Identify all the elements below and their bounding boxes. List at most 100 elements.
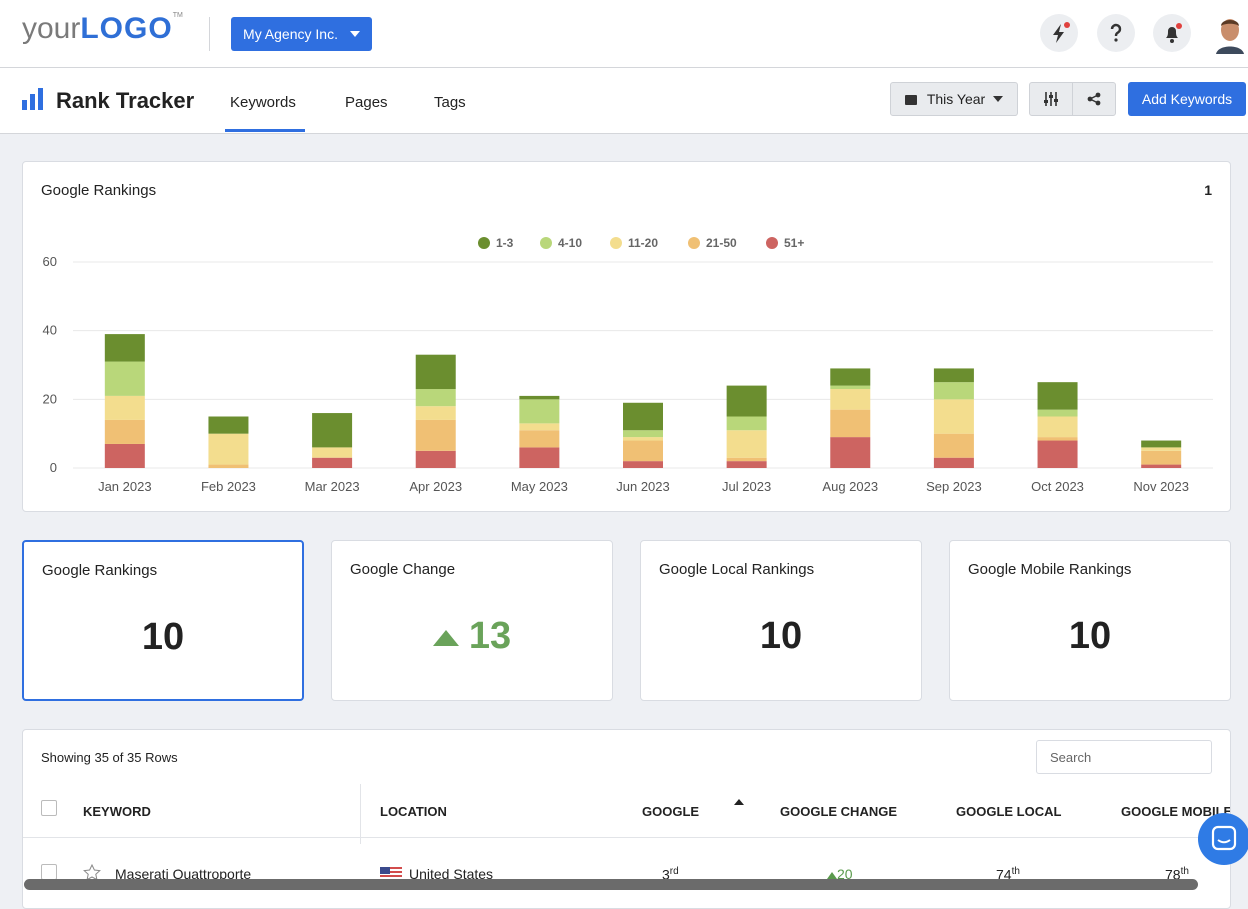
chart-counter: 1 [1204, 182, 1212, 198]
legend-swatch [766, 237, 778, 249]
chart-card: Google Rankings 1 0 20 40 60 1-3 4-10 11-20 21-… [22, 161, 1231, 512]
x-tick-label: Nov 2023 [1133, 479, 1189, 494]
chart-title: Google Rankings [41, 182, 157, 199]
sort-indicator [734, 799, 744, 805]
active-tab-indicator [225, 129, 305, 132]
y-tick-label: 40 [43, 323, 57, 338]
share-button[interactable] [1072, 82, 1116, 116]
up-arrow [432, 629, 459, 646]
divider [209, 17, 210, 51]
bar-segment [312, 457, 353, 468]
bar-segment [208, 416, 249, 434]
column-header[interactable]: GOOGLE MOBILE [1121, 804, 1230, 819]
keyword[interactable]: Maserati Quattroporte [115, 866, 252, 882]
bar-segment [623, 437, 663, 441]
up-arrow [827, 872, 837, 879]
x-tick-label: Apr 2023 [409, 479, 462, 494]
bar-segment [933, 368, 974, 383]
bar-segment [104, 419, 145, 444]
star-button[interactable] [83, 864, 101, 882]
x-tick-label: Oct 2023 [1031, 479, 1084, 494]
icon [1053, 22, 1070, 43]
legend-label: 4-10 [558, 236, 582, 250]
bar-segment [623, 402, 663, 431]
help-button[interactable] [1097, 14, 1135, 52]
tab[interactable]: Pages [345, 94, 388, 111]
legend-swatch [688, 237, 700, 249]
x-tick-label: Sep 2023 [926, 479, 982, 494]
legend-swatch [610, 237, 622, 249]
icon [1044, 92, 1058, 106]
bar-segment [623, 461, 663, 468]
select-all-checkbox[interactable] [41, 800, 57, 816]
notifications-button[interactable] [1153, 14, 1191, 52]
google-change: 20 [827, 866, 853, 882]
sub-nav: Rank Tracker Keywords Pages Tags This Ye… [0, 68, 1248, 134]
column-header[interactable]: KEYWORD [83, 804, 151, 819]
kpi-card[interactable]: Google Change 13 [331, 540, 613, 701]
column-header[interactable]: GOOGLE LOCAL [956, 804, 1062, 819]
filter-button[interactable] [1029, 82, 1073, 116]
row-checkbox[interactable] [41, 864, 57, 880]
x-tick-label: Jun 2023 [616, 479, 670, 494]
caret [993, 96, 1004, 102]
bar-segment [519, 430, 560, 448]
bar-segment [830, 389, 871, 410]
bar-segment [104, 334, 145, 362]
kpi-number: 13 [468, 615, 512, 657]
kpi-label: Google Rankings [42, 562, 158, 579]
flag-us [380, 867, 402, 881]
kpi-card[interactable]: Google Mobile Rankings 10 [949, 540, 1231, 701]
chat-launcher[interactable] [1198, 813, 1248, 865]
x-tick-label: Jan 2023 [98, 479, 152, 494]
column-divider [360, 784, 361, 844]
horizontal-scrollbar[interactable] [24, 879, 1198, 890]
x-tick-label: May 2023 [511, 479, 568, 494]
top-bar: yourLOGOTM My Agency Inc. [0, 0, 1248, 68]
rank-suffix: rd [669, 866, 679, 877]
rank-icon [22, 88, 43, 110]
bar-segment [933, 382, 974, 400]
chart: 0 20 40 60 1-3 4-10 11-20 21-50 51+ Jan 2023 Feb 2… [43, 236, 1213, 494]
bar-segment [519, 399, 560, 424]
bar-segment [726, 457, 767, 462]
column-header[interactable]: LOCATION [380, 804, 447, 819]
legend-label: 11-20 [628, 236, 658, 250]
flash-button[interactable] [1040, 14, 1078, 52]
date-range: This Year [926, 91, 986, 107]
bar-segment [415, 389, 456, 407]
bar-segment [519, 423, 560, 431]
bar-segment [312, 447, 353, 458]
bar-segment [415, 354, 456, 390]
kpi-label: Google Change [350, 561, 456, 578]
date-range-dropdown[interactable]: This Year [890, 82, 1018, 116]
avatar[interactable] [1212, 14, 1248, 54]
column-header[interactable]: GOOGLE [642, 804, 700, 819]
google-mobile: 78th [1165, 866, 1189, 883]
kpi-card[interactable]: Google Local Rankings 10 [640, 540, 922, 701]
kpi-card[interactable]: Google Rankings 10 [22, 540, 304, 701]
search-input[interactable]: Search [1036, 740, 1212, 774]
bar-segment [623, 430, 663, 438]
x-tick-label: Jul 2023 [722, 479, 771, 494]
add-keywords-button[interactable]: Add Keywords [1128, 82, 1246, 116]
bar-segment [726, 430, 767, 458]
bar-segment [104, 443, 145, 468]
y-tick-label: 20 [43, 391, 57, 406]
bar-segment [415, 406, 456, 420]
column-header[interactable]: GOOGLE CHANGE [780, 804, 898, 819]
legend-label: 51+ [784, 236, 804, 250]
kpi-label: Google Mobile Rankings [968, 561, 1132, 578]
agency-dropdown[interactable]: My Agency Inc. [231, 17, 372, 51]
bar-segment [519, 395, 560, 400]
logo-text: your [22, 12, 81, 45]
logo[interactable]: yourLOGOTM [22, 12, 183, 46]
bar-segment [726, 385, 767, 417]
tab[interactable]: Tags [434, 94, 466, 111]
rank-number: 74 [996, 866, 1012, 883]
bar-segment [312, 413, 353, 448]
bar-segment [1037, 409, 1078, 417]
bar-segment [415, 450, 456, 468]
bar-segment [104, 395, 145, 420]
tab[interactable]: Keywords [230, 94, 296, 111]
